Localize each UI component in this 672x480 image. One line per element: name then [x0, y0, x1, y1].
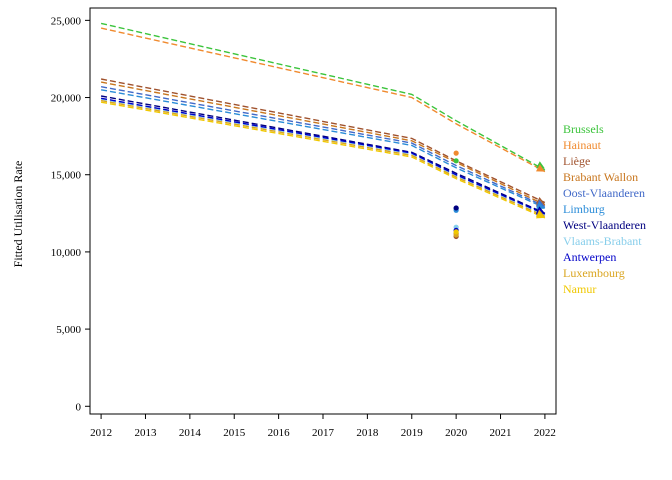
legend-entry-antwerpen: Antwerpen	[563, 250, 616, 264]
legend-entry-brabant-wallon: Brabant Wallon	[563, 170, 638, 184]
series-lines	[100, 22, 546, 219]
x-tick-label: 2017	[312, 427, 335, 439]
y-tick-label: 20,000	[51, 93, 82, 105]
legend-entry-brussels: Brussels	[563, 122, 604, 136]
legend-entry-namur: Namur	[563, 282, 596, 296]
series-line-antwerpen	[100, 97, 546, 215]
point-2020-namur	[453, 229, 459, 235]
x-tick-label: 2012	[90, 427, 112, 439]
legend-entry-limburg: Limburg	[563, 202, 605, 216]
series-line-li-ge	[100, 78, 546, 204]
x-tick-label: 2013	[134, 427, 157, 439]
x-tick-label: 2021	[490, 427, 512, 439]
series-line-oost-vlaanderen	[100, 86, 546, 208]
point-2022-hainaut	[536, 164, 545, 172]
legend-entry-west-vlaanderen: West-Vlaanderen	[563, 218, 646, 232]
legend-entry-hainaut: Hainaut	[563, 138, 602, 152]
point-2020-hainaut	[453, 150, 459, 156]
series-line-west-vlaanderen	[100, 95, 546, 214]
y-tick-label: 10,000	[51, 247, 82, 259]
y-axis-title: Fitted Utilisation Rate	[11, 161, 25, 268]
legend-entry-vlaams-brabant: Vlaams-Brabant	[563, 234, 642, 248]
point-2022-limburg	[536, 201, 545, 209]
legend: Brussels Hainaut Liège Brabant Wallon Oost-V…	[563, 122, 646, 296]
legend-entry-li-ge: Liège	[563, 154, 590, 168]
y-axis: 0 5,000 10,000 15,000 20,000 25,000	[51, 15, 90, 413]
plot-area	[89, 7, 557, 415]
point-2020-west-vlaanderen	[453, 205, 459, 211]
series-markers	[453, 150, 545, 240]
x-tick-label: 2022	[534, 427, 556, 439]
legend-entry-oost-vlaanderen: Oost-Vlaanderen	[563, 186, 645, 200]
series-line-brabant-wallon	[100, 81, 546, 206]
point-2022-brussels	[536, 161, 545, 169]
x-tick-label: 2016	[268, 427, 291, 439]
series-line-brussels	[100, 22, 546, 171]
y-tick-label: 5,000	[56, 324, 81, 336]
series-line-vlaams-brabant	[100, 98, 546, 216]
point-2020-brussels	[453, 158, 459, 164]
series-line-hainaut	[100, 27, 546, 173]
series-line-luxembourg	[100, 99, 546, 218]
y-tick-label: 0	[76, 401, 82, 413]
x-tick-label: 2015	[223, 427, 246, 439]
point-2022-namur	[536, 211, 545, 219]
y-tick-label: 15,000	[51, 170, 82, 182]
x-tick-label: 2019	[401, 427, 424, 439]
y-tick-label: 25,000	[51, 15, 82, 27]
legend-entry-luxembourg: Luxembourg	[563, 266, 625, 280]
series-line-limburg	[100, 89, 546, 209]
x-tick-label: 2014	[179, 427, 202, 439]
series-line-namur	[100, 101, 546, 219]
x-axis: 2012 2013 2014 2015 2016 2017 2018 2019 2020 2021…	[90, 414, 556, 439]
x-tick-label: 2020	[445, 427, 468, 439]
x-tick-label: 2018	[356, 427, 379, 439]
